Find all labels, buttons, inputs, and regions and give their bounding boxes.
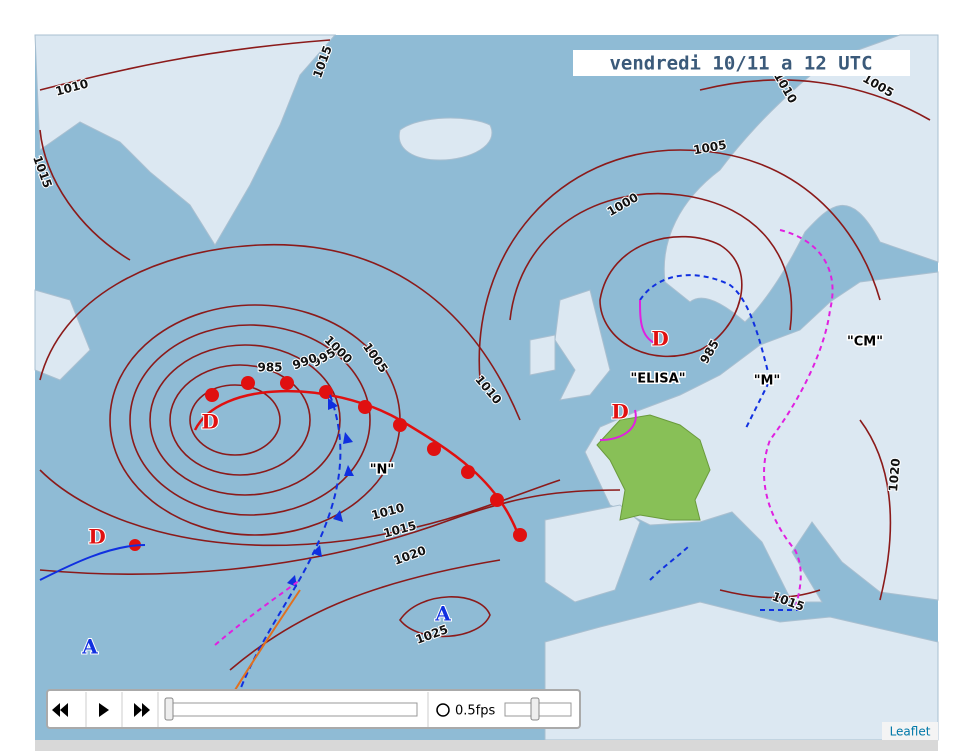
pressure-center: A xyxy=(434,602,451,626)
isobar-label: 985 xyxy=(257,361,282,375)
bottom-bar xyxy=(35,740,938,751)
fronts xyxy=(39,229,834,691)
front-name: "M" xyxy=(754,374,780,389)
france xyxy=(596,414,711,521)
front-name: "CM" xyxy=(847,335,883,350)
front-name: "N" xyxy=(370,463,394,478)
pressure-center: D xyxy=(651,327,668,351)
pressure-center: A xyxy=(81,635,98,659)
pressure-center: D xyxy=(201,410,218,434)
title-box xyxy=(573,50,910,76)
isobar-label: 1020 xyxy=(886,458,903,492)
time-slider[interactable] xyxy=(167,702,418,717)
isobar-label: 1005 xyxy=(692,138,727,158)
speed-handle[interactable] xyxy=(530,697,540,721)
time-handle[interactable] xyxy=(164,697,174,721)
attribution-box xyxy=(882,722,938,740)
pressure-center: D xyxy=(611,400,628,424)
speed-label: 0.5fps xyxy=(455,704,496,719)
forward-button[interactable] xyxy=(134,703,150,717)
title: vendredi 10/11 a 12 UTC xyxy=(609,53,872,75)
player-controls: 0.5fps xyxy=(46,689,581,729)
pressure-center: D xyxy=(88,525,105,549)
front-name: "ELISA" xyxy=(631,372,686,387)
attribution[interactable]: Leaflet xyxy=(890,725,931,739)
play-button[interactable] xyxy=(99,703,109,717)
backward-button[interactable] xyxy=(52,703,68,717)
